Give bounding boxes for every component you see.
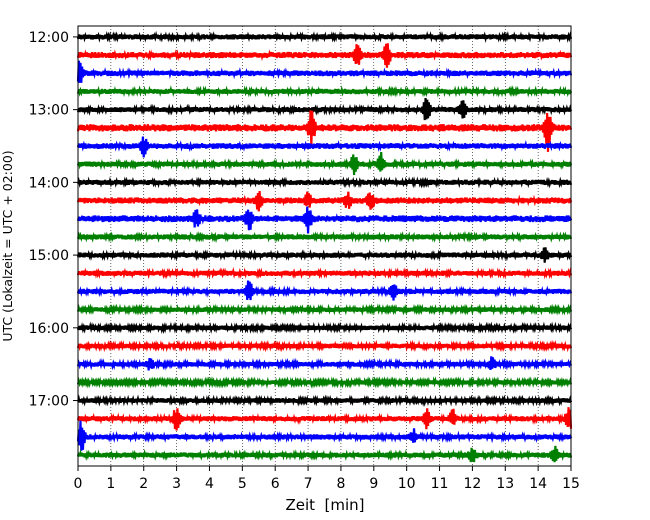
trace-1445 bbox=[76, 230, 573, 244]
trace-1430 bbox=[76, 206, 573, 234]
plot-frame bbox=[77, 25, 572, 467]
y-tick-label: 13:00 bbox=[29, 103, 69, 119]
trace-1245 bbox=[76, 85, 573, 98]
trace-1415 bbox=[76, 190, 573, 212]
trace-1630 bbox=[76, 356, 573, 371]
y-axis-ticks: 12:00 13:00 14:00 15:00 16:00 17:00 bbox=[29, 30, 78, 410]
trace-1600 bbox=[76, 321, 573, 335]
trace-1530 bbox=[76, 280, 573, 301]
y-tick-label: 16:00 bbox=[29, 321, 69, 337]
trace-1515 bbox=[76, 266, 573, 280]
trace-1715 bbox=[76, 407, 573, 431]
x-tick-label: 4 bbox=[205, 476, 214, 492]
x-tick-label: 2 bbox=[139, 476, 148, 492]
x-tick-label: 1 bbox=[106, 476, 115, 492]
trace-1645 bbox=[76, 376, 573, 389]
trace-1200 bbox=[76, 30, 573, 43]
trace-1400 bbox=[76, 176, 573, 189]
trace-1315 bbox=[76, 110, 573, 152]
trace-1545 bbox=[76, 303, 573, 316]
trace-1745 bbox=[76, 445, 573, 463]
x-axis-label: Zeit [min] bbox=[285, 496, 364, 514]
grid-lines bbox=[110, 26, 539, 466]
y-tick-label: 12:00 bbox=[29, 30, 69, 46]
trace-1700 bbox=[76, 394, 573, 407]
y-tick-label: 17:00 bbox=[29, 394, 69, 410]
x-tick-label: 8 bbox=[336, 476, 345, 492]
y-tick-label: 15:00 bbox=[29, 248, 69, 264]
x-tick-label: 5 bbox=[238, 476, 247, 492]
trace-1615 bbox=[76, 339, 573, 353]
x-tick-label: 6 bbox=[271, 476, 280, 492]
x-tick-label: 11 bbox=[431, 476, 449, 492]
x-tick-label: 3 bbox=[172, 476, 181, 492]
trace-1215 bbox=[76, 43, 573, 68]
x-tick-label: 7 bbox=[304, 476, 313, 492]
seismogram-traces bbox=[76, 30, 573, 463]
x-tick-label: 13 bbox=[496, 476, 514, 492]
x-tick-label: 10 bbox=[398, 476, 416, 492]
y-tick-label: 14:00 bbox=[29, 175, 69, 191]
x-tick-label: 12 bbox=[463, 476, 481, 492]
trace-1730 bbox=[76, 420, 573, 451]
trace-1345 bbox=[76, 152, 573, 176]
trace-1230 bbox=[76, 60, 573, 83]
trace-1300 bbox=[76, 98, 573, 121]
trace-1330 bbox=[76, 136, 573, 158]
x-tick-label: 15 bbox=[562, 476, 580, 492]
y-axis-label: UTC (Lokalzeit = UTC + 02:00) bbox=[0, 150, 15, 341]
x-tick-label: 9 bbox=[369, 476, 378, 492]
trace-1500 bbox=[76, 247, 573, 263]
x-axis-ticks: 0 1 2 3 4 5 6 7 8 9 10 11 12 13 14 15 bbox=[74, 466, 580, 492]
x-tick-label: 0 bbox=[74, 476, 83, 492]
x-tick-label: 14 bbox=[529, 476, 547, 492]
